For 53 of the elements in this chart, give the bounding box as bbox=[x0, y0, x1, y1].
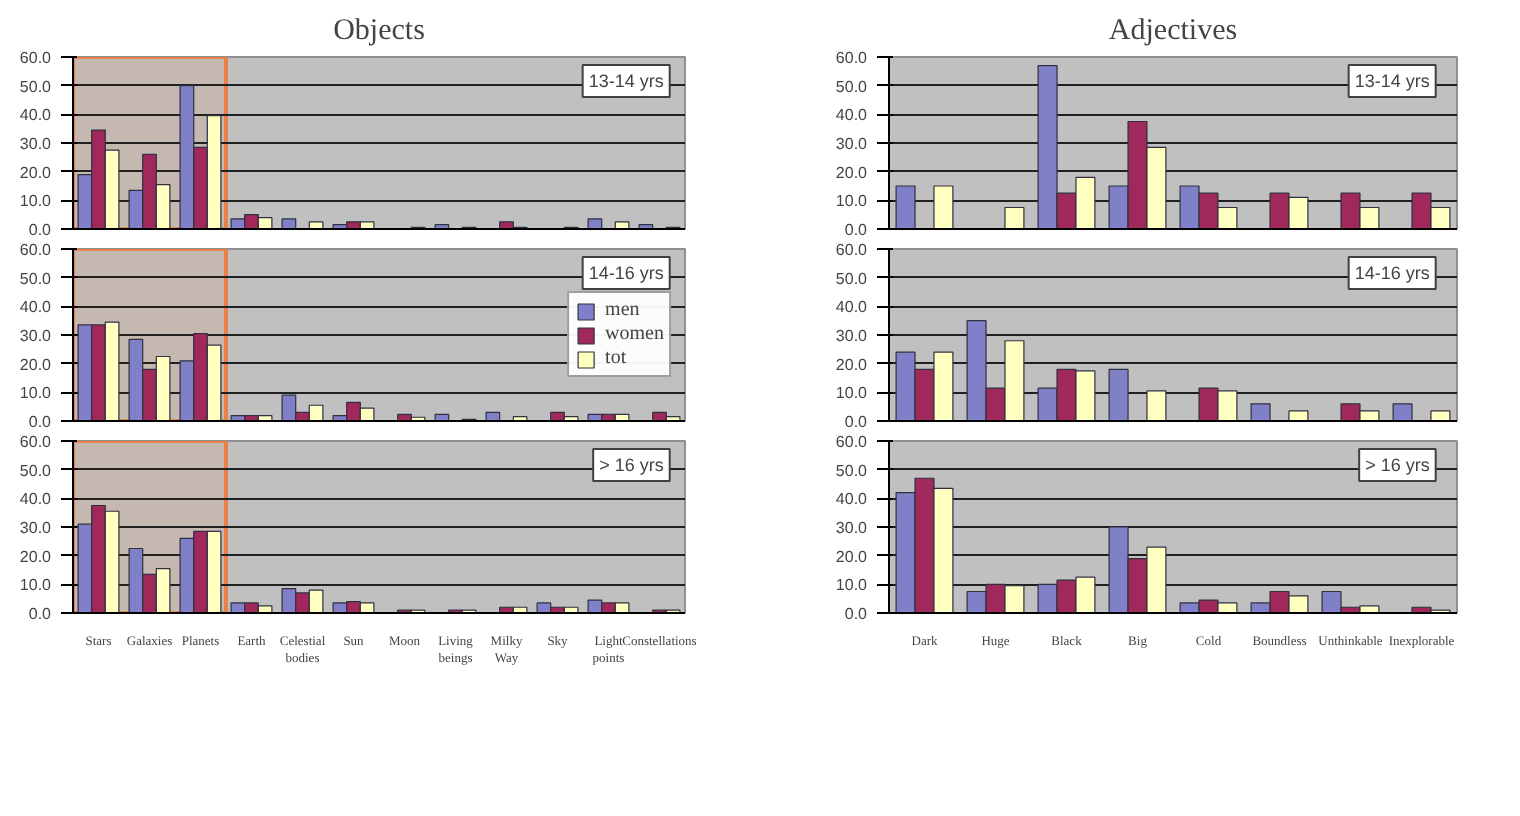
y-tick-label: 60.0 bbox=[835, 433, 869, 451]
y-tick-label: 0.0 bbox=[28, 221, 53, 239]
y-tick-label: 20.0 bbox=[835, 355, 869, 374]
y-tick-label: 40.0 bbox=[19, 490, 53, 509]
y-tick-label: 50.0 bbox=[835, 461, 869, 480]
y-tick-label: 10.0 bbox=[835, 384, 869, 403]
y-tick-label: 0.0 bbox=[28, 413, 53, 431]
legend-label: women bbox=[605, 323, 664, 345]
y-tick-label: 30.0 bbox=[835, 327, 869, 345]
y-tick-label: 20.0 bbox=[835, 163, 869, 182]
y-tick-label: 60.0 bbox=[835, 49, 869, 67]
y-tick-label: 50.0 bbox=[19, 77, 53, 96]
y-tick-label: 50.0 bbox=[19, 461, 53, 480]
y-tick-label: 20.0 bbox=[19, 547, 53, 566]
y-tick-label: 10.0 bbox=[835, 192, 869, 211]
y-tick-label: 40.0 bbox=[835, 490, 869, 509]
y-tick-label: 0.0 bbox=[844, 221, 869, 239]
y-tick-label: 0.0 bbox=[28, 605, 53, 623]
y-tick-label: 20.0 bbox=[19, 163, 53, 182]
y-tick-label: 30.0 bbox=[19, 327, 53, 345]
y-tick-label: 30.0 bbox=[19, 519, 53, 537]
annotation: 13-14 yrs bbox=[588, 71, 665, 92]
y-tick-label: 20.0 bbox=[835, 547, 869, 566]
y-tick-label: 60.0 bbox=[19, 49, 53, 67]
y-tick-label: 0.0 bbox=[844, 605, 869, 623]
y-tick-label: 10.0 bbox=[19, 192, 53, 211]
annotation: > 16 yrs bbox=[599, 455, 665, 476]
y-tick-label: 40.0 bbox=[835, 106, 869, 125]
chart-title: Objects bbox=[333, 15, 426, 47]
y-tick-label: 20.0 bbox=[19, 355, 53, 374]
legend-label: tot bbox=[605, 347, 629, 369]
y-tick-label: 30.0 bbox=[835, 135, 869, 153]
y-tick-label: 40.0 bbox=[19, 298, 53, 317]
y-tick-label: 30.0 bbox=[19, 135, 53, 153]
y-tick-label: 60.0 bbox=[19, 241, 53, 259]
y-tick-label: 40.0 bbox=[835, 298, 869, 317]
y-tick-label: 10.0 bbox=[19, 576, 53, 595]
y-tick-label: 50.0 bbox=[19, 269, 53, 288]
annotation: 14-16 yrs bbox=[588, 263, 665, 284]
annotation: > 16 yrs bbox=[1365, 455, 1431, 476]
chart-title: Adjectives bbox=[1108, 15, 1238, 47]
y-tick-label: 60.0 bbox=[835, 241, 869, 259]
annotation: 13-14 yrs bbox=[1354, 71, 1431, 92]
y-tick-label: 40.0 bbox=[19, 106, 53, 125]
legend-label: men bbox=[605, 299, 642, 321]
y-tick-label: 0.0 bbox=[844, 413, 869, 431]
y-tick-label: 60.0 bbox=[19, 433, 53, 451]
y-tick-label: 30.0 bbox=[835, 519, 869, 537]
annotation: 14-16 yrs bbox=[1354, 263, 1431, 284]
y-tick-label: 10.0 bbox=[19, 384, 53, 403]
y-tick-label: 10.0 bbox=[835, 576, 869, 595]
y-tick-label: 50.0 bbox=[835, 77, 869, 96]
y-tick-label: 50.0 bbox=[835, 269, 869, 288]
